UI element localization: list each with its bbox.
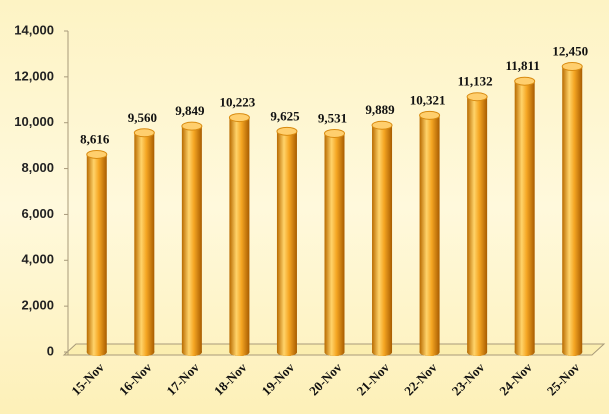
value-label: 12,450 <box>552 44 588 59</box>
value-label: 11,811 <box>506 58 540 73</box>
bar-top <box>86 149 108 159</box>
bar-top <box>276 126 298 136</box>
value-label: 9,625 <box>270 108 300 123</box>
bar-top <box>181 121 203 131</box>
y-tick-label: 0 <box>47 343 54 358</box>
bar-top <box>324 128 345 138</box>
bar-top <box>466 92 488 102</box>
value-label: 9,560 <box>128 110 157 125</box>
bar <box>562 66 583 357</box>
value-label: 9,849 <box>175 103 205 118</box>
value-label: 11,132 <box>458 74 493 89</box>
y-tick-label: 12,000 <box>14 68 54 83</box>
bar <box>134 132 155 356</box>
bar-top <box>419 110 441 120</box>
bar <box>324 133 345 356</box>
bar <box>86 154 107 356</box>
value-label: 10,321 <box>410 92 446 107</box>
bar-top <box>561 62 583 72</box>
bar <box>372 125 393 356</box>
bar-top <box>371 120 393 130</box>
bar-top <box>133 128 155 138</box>
y-tick-label: 10,000 <box>14 114 54 129</box>
value-label: 8,616 <box>80 131 110 146</box>
bar <box>467 96 488 356</box>
y-tick-label: 6,000 <box>21 206 54 221</box>
bar-top <box>228 113 250 123</box>
y-tick-label: 14,000 <box>14 22 54 37</box>
y-tick-label: 2,000 <box>21 298 54 313</box>
bar-top <box>514 76 536 86</box>
bar <box>514 81 535 356</box>
y-tick-label: 8,000 <box>21 160 54 175</box>
bar <box>276 131 297 356</box>
y-tick-label: 4,000 <box>21 252 54 267</box>
bar <box>419 115 440 356</box>
value-label: 9,889 <box>365 102 395 117</box>
bar <box>229 117 250 356</box>
value-label: 9,531 <box>318 110 347 125</box>
value-label: 10,223 <box>220 95 256 110</box>
bar <box>181 126 202 356</box>
